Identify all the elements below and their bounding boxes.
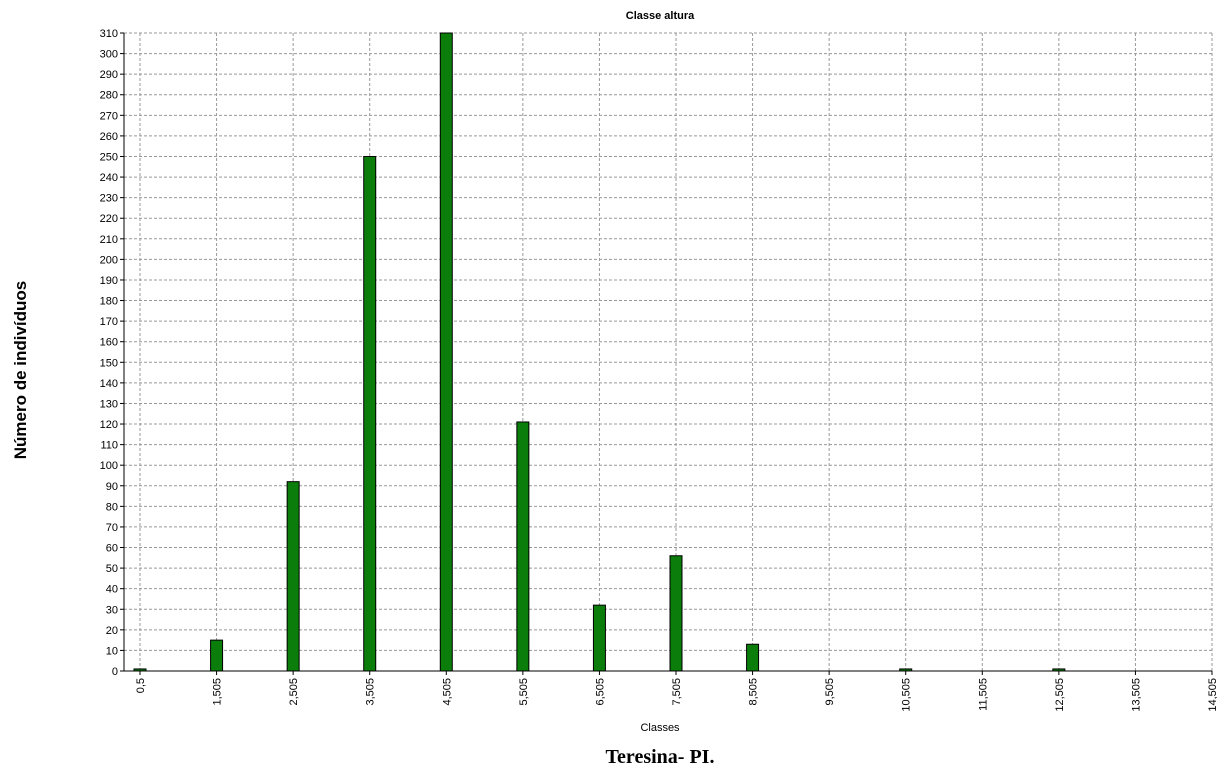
bar [516,421,530,672]
x-tick-label: 1,505 [212,678,224,706]
y-tick-label: 10 [106,645,118,657]
x-tick-label: 2,505 [288,678,300,706]
y-tick-label: 270 [100,110,118,122]
plot-area [124,33,1212,671]
bar [669,555,683,672]
y-tick-label: 180 [100,296,118,308]
y-tick-label: 170 [100,316,118,328]
bar [210,639,224,672]
y-tick-label: 310 [100,28,118,40]
caption: Teresina- PI. [606,746,715,768]
y-tick-label: 80 [106,501,118,513]
y-tick-label: 240 [100,172,118,184]
chart-title: Classe altura [626,10,695,22]
bar [746,643,760,672]
y-tick-label: 120 [100,419,118,431]
y-tick-label: 250 [100,151,118,163]
y-tick-label: 90 [106,481,118,493]
y-tick-label: 100 [100,460,118,472]
bar [439,32,453,672]
y-tick-label: 300 [100,49,118,61]
y-tick-label: 160 [100,337,118,349]
y-axis-title: Número de indivíduos [11,281,30,460]
x-tick-label: 5,505 [518,678,530,706]
y-tick-label: 70 [106,522,118,534]
y-tick-label: 290 [100,69,118,81]
x-tick-label: 8,505 [748,678,760,706]
bar [363,155,377,672]
x-tick-label: 10,505 [901,678,913,712]
y-tick-label: 280 [100,90,118,102]
x-tick-label: 7,505 [671,678,683,706]
bar [592,604,606,672]
y-tick-label: 60 [106,543,118,555]
x-tick-label: 6,505 [594,678,606,706]
y-tick-label: 20 [106,625,118,637]
x-tick-label: 4,505 [441,678,453,706]
x-tick-label: 3,505 [365,678,377,706]
y-tick-label: 260 [100,131,118,143]
x-tick-label: 0,5 [135,678,147,693]
y-tick-label: 200 [100,254,118,266]
y-tick-label: 110 [100,440,118,452]
y-tick-label: 130 [100,398,118,410]
y-tick-label: 230 [100,193,118,205]
y-tick-label: 50 [106,563,118,575]
x-tick-label: 9,505 [824,678,836,706]
x-tick-label: 11,505 [977,678,989,711]
x-axis-title: Classes [640,722,680,734]
x-tick-label: 12,505 [1054,678,1066,712]
y-tick-label: 220 [100,213,118,225]
y-tick-label: 140 [100,378,118,390]
y-tick-label: 190 [100,275,118,287]
y-tick-label: 150 [100,357,118,369]
bar [286,481,300,672]
y-tick-label: 40 [106,584,118,596]
y-tick-label: 30 [106,604,118,616]
y-tick-label: 210 [100,234,118,246]
x-tick-label: 13,505 [1130,678,1142,712]
y-tick-label: 0 [112,666,118,678]
x-tick-label: 14,505 [1207,678,1217,712]
